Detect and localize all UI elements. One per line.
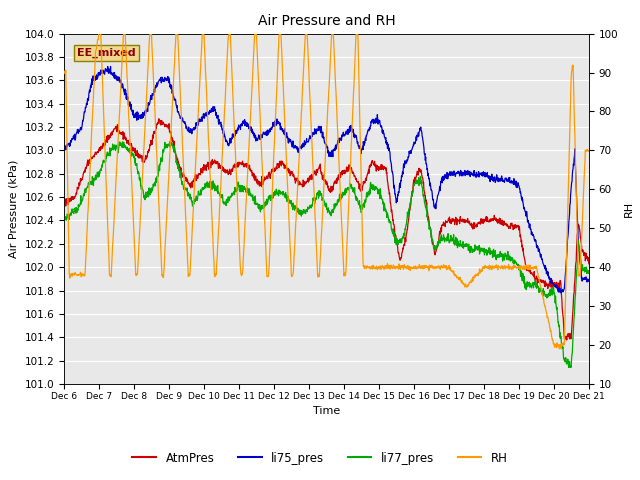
Text: EE_mixed: EE_mixed <box>77 48 136 58</box>
Y-axis label: Air Pressure (kPa): Air Pressure (kPa) <box>9 160 19 258</box>
Y-axis label: RH: RH <box>624 201 634 217</box>
Title: Air Pressure and RH: Air Pressure and RH <box>257 14 396 28</box>
Legend: AtmPres, li75_pres, li77_pres, RH: AtmPres, li75_pres, li77_pres, RH <box>128 447 512 469</box>
X-axis label: Time: Time <box>313 406 340 416</box>
